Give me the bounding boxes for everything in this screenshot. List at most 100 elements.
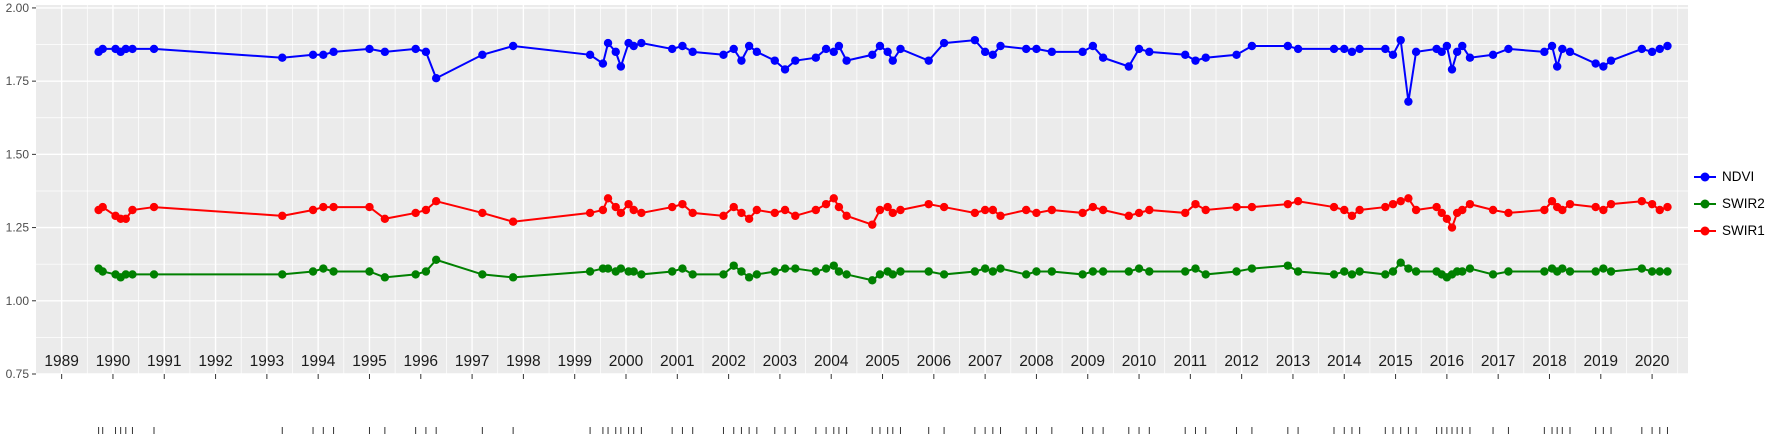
data-point xyxy=(1591,59,1600,68)
data-point xyxy=(678,199,687,209)
data-point xyxy=(1340,44,1349,54)
data-point xyxy=(1599,62,1608,71)
data-point xyxy=(411,208,420,218)
legend-item-ndvi: NDVI xyxy=(1692,166,1765,187)
legend-key-point xyxy=(1700,226,1710,235)
data-point xyxy=(411,270,420,279)
data-point xyxy=(585,208,595,218)
data-point xyxy=(834,267,844,276)
x-axis: 1989 1990 1991 1992 1993 1994 1995 1996 1997 1998… xyxy=(44,353,1670,379)
data-point xyxy=(1247,264,1257,273)
data-point xyxy=(729,202,738,212)
data-point xyxy=(1663,41,1672,51)
data-point xyxy=(1181,267,1190,276)
data-point xyxy=(980,47,990,57)
data-point xyxy=(478,270,487,279)
data-point xyxy=(1388,199,1398,209)
data-point xyxy=(744,273,754,282)
data-point xyxy=(1032,267,1041,276)
data-point xyxy=(1552,62,1562,71)
data-point xyxy=(1437,47,1446,57)
data-point xyxy=(924,267,933,276)
data-point xyxy=(1547,197,1557,206)
data-point xyxy=(688,208,697,218)
data-point xyxy=(868,50,877,59)
data-point xyxy=(1340,205,1349,215)
series-swir1 xyxy=(94,194,1672,232)
data-point xyxy=(834,202,844,212)
data-point xyxy=(1647,267,1657,276)
data-point xyxy=(380,273,390,282)
data-point xyxy=(1411,205,1421,215)
x-tick-label: 2012 xyxy=(1224,353,1258,370)
data-point xyxy=(791,211,800,221)
data-point xyxy=(637,270,646,279)
data-point xyxy=(1098,53,1108,62)
x-tick-label: 1997 xyxy=(455,353,489,370)
data-point xyxy=(121,270,130,279)
data-point xyxy=(1488,50,1498,59)
data-point xyxy=(811,205,821,215)
data-point xyxy=(1145,205,1154,215)
data-point xyxy=(1032,44,1041,54)
x-tick-label: 1995 xyxy=(352,353,386,370)
data-point xyxy=(603,194,613,203)
data-point xyxy=(791,56,800,65)
data-point xyxy=(729,44,738,54)
data-point xyxy=(980,264,990,273)
x-tick-label: 2011 xyxy=(1174,353,1207,370)
data-point xyxy=(1432,202,1441,212)
data-point xyxy=(988,50,998,59)
data-point xyxy=(888,56,897,65)
data-point xyxy=(365,44,374,54)
data-point xyxy=(329,267,338,276)
data-point xyxy=(1021,205,1031,215)
data-point xyxy=(1032,208,1041,218)
data-point xyxy=(1647,47,1657,57)
data-point xyxy=(421,47,431,57)
x-tick-label: 2008 xyxy=(1019,353,1053,370)
data-point xyxy=(842,270,851,279)
data-point xyxy=(1134,44,1144,54)
data-point xyxy=(752,47,762,57)
data-point xyxy=(1411,47,1421,57)
data-point xyxy=(1347,47,1357,57)
data-point xyxy=(128,270,137,279)
data-point xyxy=(1047,205,1057,215)
x-tick-label: 1994 xyxy=(301,353,336,370)
data-point xyxy=(365,202,374,212)
data-point xyxy=(1465,264,1475,273)
data-point xyxy=(1347,211,1357,221)
data-point xyxy=(1329,202,1339,212)
data-point xyxy=(1381,202,1390,212)
data-point xyxy=(1606,199,1616,209)
data-point xyxy=(598,205,608,215)
legend: NDVI SWIR2 SWIR1 xyxy=(1692,166,1765,241)
data-point xyxy=(1078,208,1087,218)
data-point xyxy=(896,267,905,276)
x-tick-label: 1991 xyxy=(147,353,181,370)
data-point xyxy=(829,261,838,270)
x-tick-label: 1989 xyxy=(44,353,78,370)
data-point xyxy=(970,35,980,45)
data-point xyxy=(1504,44,1513,54)
data-point xyxy=(996,264,1005,273)
x-tick-label: 2005 xyxy=(865,353,899,370)
data-point xyxy=(1437,208,1446,218)
x-tick-label: 2004 xyxy=(814,353,849,370)
data-point xyxy=(988,205,998,215)
legend-key-point xyxy=(1700,199,1710,208)
data-point xyxy=(729,261,738,270)
x-tick-label: 1998 xyxy=(506,353,540,370)
data-point xyxy=(1606,56,1616,65)
data-point xyxy=(996,211,1005,221)
data-point xyxy=(149,202,159,212)
data-point xyxy=(611,202,620,212)
data-point xyxy=(1655,267,1664,276)
data-point xyxy=(585,50,595,59)
legend-key-swir2 xyxy=(1694,199,1716,208)
data-point xyxy=(380,214,390,223)
data-point xyxy=(431,197,441,206)
x-tick-label: 2016 xyxy=(1430,353,1464,370)
